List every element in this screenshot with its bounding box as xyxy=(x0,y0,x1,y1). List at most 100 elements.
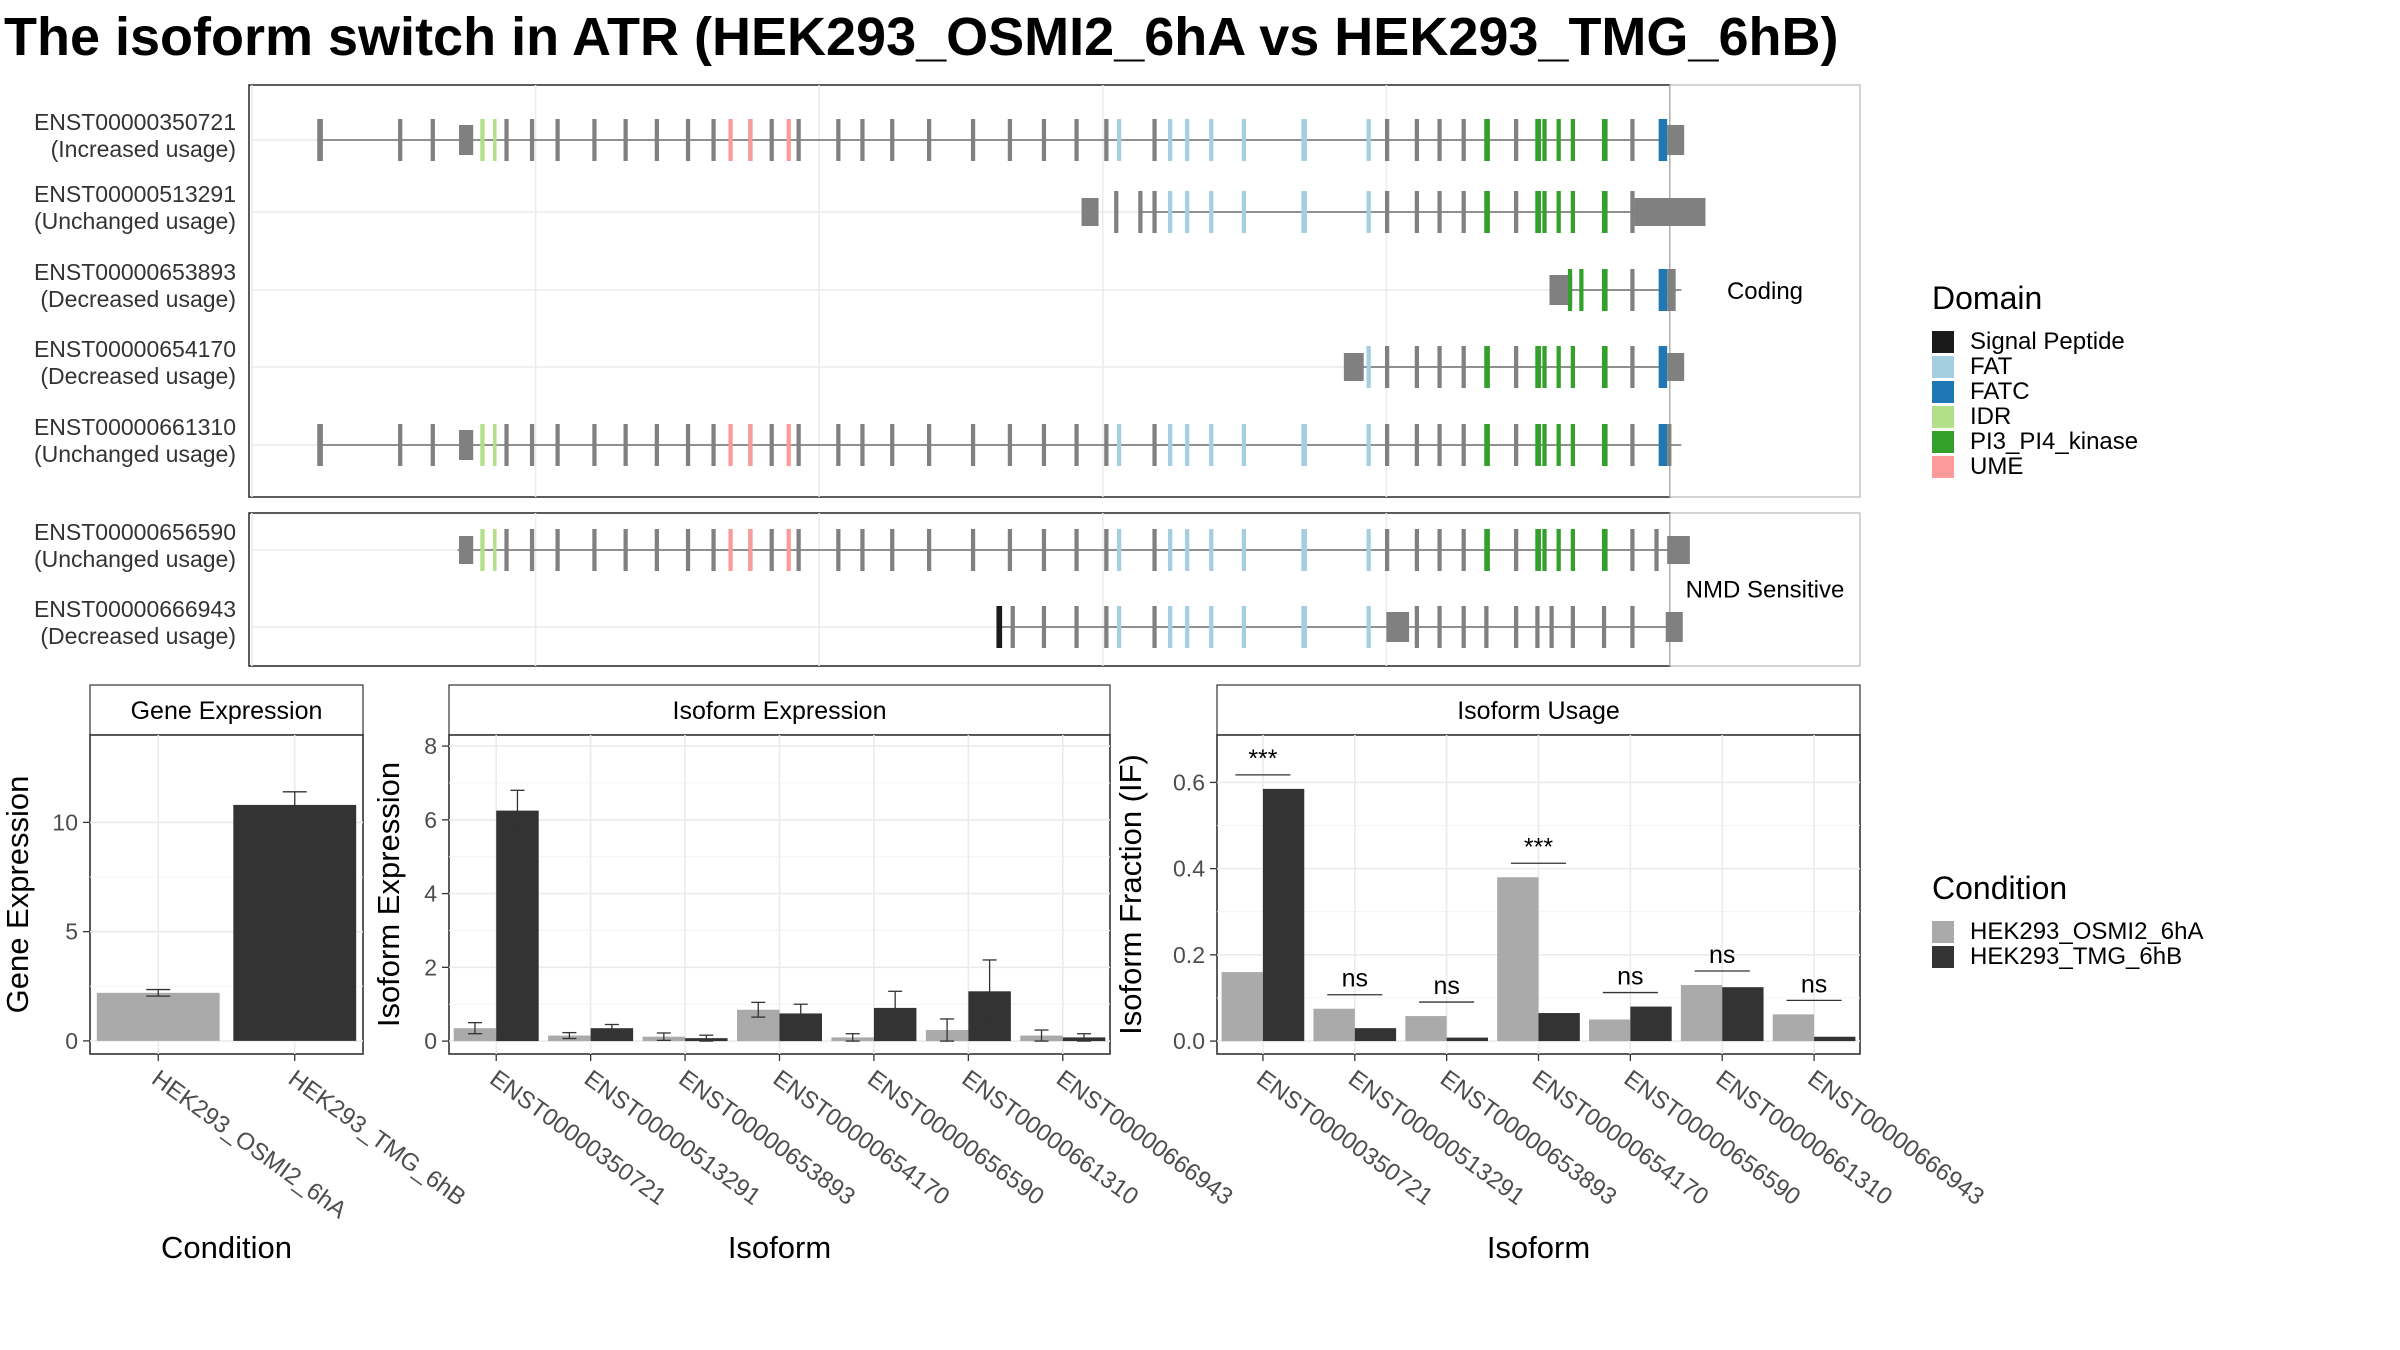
exon-block xyxy=(1414,191,1420,233)
y-tick-label: 8 xyxy=(424,733,437,759)
exon-block xyxy=(1152,191,1157,233)
exon-block xyxy=(1514,191,1519,233)
bar xyxy=(1446,1037,1488,1042)
exon-block xyxy=(926,424,932,466)
exon-block xyxy=(1630,529,1635,571)
exon-block xyxy=(317,424,323,466)
page-title: The isoform switch in ATR (HEK293_OSMI2_… xyxy=(4,7,1839,67)
exon-block xyxy=(1386,612,1410,642)
legend-item-idr: IDR xyxy=(1932,403,2138,430)
legend-label: Signal Peptide xyxy=(1970,327,2125,355)
condition-legend: Condition HEK293_OSMI2_6hA HEK293_TMG_6h… xyxy=(1932,870,2204,970)
domain-block-fatc xyxy=(1658,269,1668,311)
exon-block xyxy=(1514,119,1519,161)
exon-block xyxy=(459,536,474,564)
exon-block xyxy=(1667,424,1672,466)
isoform-id-label: ENST00000656590 xyxy=(34,519,236,545)
bar xyxy=(1772,1014,1815,1042)
exon-block xyxy=(1630,119,1635,161)
structure-panel-nmd-sensitive: NMD Sensitive ENST00000656590(Unchanged u… xyxy=(34,512,1861,667)
exon-block xyxy=(685,119,691,161)
bar xyxy=(1680,985,1723,1042)
y-tick-label: 10 xyxy=(52,809,78,835)
isoform-usage-label: (Unchanged usage) xyxy=(34,208,236,234)
exon-block xyxy=(1414,346,1420,388)
exon-block xyxy=(1414,119,1420,161)
exon-block xyxy=(654,424,659,466)
bar xyxy=(1497,877,1539,1042)
exon-block xyxy=(529,119,535,161)
legend-swatch xyxy=(1932,330,1954,353)
exon-block xyxy=(1667,269,1676,311)
exon-block xyxy=(1461,529,1466,571)
domain-block-pi3-pi4-kinase xyxy=(1535,346,1541,388)
legend-item-pi3-pi4-kinase: PI3_PI4_kinase xyxy=(1932,428,2138,455)
condition-legend-title: Condition xyxy=(1932,870,2068,906)
x-tick-label: ENST00000513291 xyxy=(579,1065,765,1211)
domain-block-ume xyxy=(728,424,733,466)
domain-block-fat xyxy=(1168,424,1173,466)
domain-block-pi3-pi4-kinase xyxy=(1601,529,1608,571)
exon-block xyxy=(1461,191,1466,233)
domain-block-pi3-pi4-kinase xyxy=(1542,424,1547,466)
domain-block-pi3-pi4-kinase xyxy=(1542,119,1547,161)
exon-block xyxy=(1414,529,1420,571)
exon-block xyxy=(654,119,659,161)
exon-block xyxy=(796,424,801,466)
exon-block xyxy=(1437,424,1442,466)
domain-block-fat xyxy=(1366,424,1371,466)
domain-block-fat xyxy=(1185,119,1190,161)
exon-block xyxy=(1343,353,1364,381)
x-tick-label: ENST00000666943 xyxy=(1051,1065,1237,1211)
exon-block xyxy=(1152,529,1157,571)
panel-border xyxy=(248,84,1671,498)
domain-block-pi3-pi4-kinase xyxy=(1579,269,1584,311)
y-tick-label: 0.0 xyxy=(1173,1028,1205,1054)
y-tick-label: 6 xyxy=(424,807,437,833)
domain-block-pi3-pi4-kinase xyxy=(1601,424,1608,466)
exon-block xyxy=(504,529,509,571)
domain-block-fat xyxy=(1168,191,1173,233)
legend-label: HEK293_OSMI2_6hA xyxy=(1970,917,2204,945)
isoform-id-label: ENST00000513291 xyxy=(34,181,236,207)
domain-block-pi3-pi4-kinase xyxy=(1570,424,1575,466)
domain-block-pi3-pi4-kinase xyxy=(1570,119,1575,161)
isoform-row-enst00000513291: ENST00000513291(Unchanged usage) xyxy=(34,181,1706,234)
x-tick-label: ENST00000661310 xyxy=(957,1065,1143,1211)
exon-block xyxy=(796,119,801,161)
exon-block xyxy=(592,424,597,466)
exon-block xyxy=(1152,119,1157,161)
y-axis-title: Gene Expression xyxy=(0,776,35,1014)
domain-block-pi3-pi4-kinase xyxy=(1556,424,1561,466)
exon-block xyxy=(1667,536,1690,564)
exon-block xyxy=(1152,424,1157,466)
exon-block xyxy=(890,119,895,161)
exon-block xyxy=(623,119,628,161)
domain-block-fatc xyxy=(1658,424,1668,466)
domain-block-ume xyxy=(728,529,733,571)
exon-block xyxy=(1138,191,1143,233)
legend-item-fat: FAT xyxy=(1932,353,2138,380)
exon-block xyxy=(1104,529,1109,571)
exon-block xyxy=(1535,606,1540,648)
exon-block xyxy=(711,424,716,466)
y-tick-label: 5 xyxy=(65,919,78,945)
exon-block xyxy=(860,424,865,466)
exon-block xyxy=(1484,606,1489,648)
domain-block-pi3-pi4-kinase xyxy=(1484,191,1490,233)
domain-block-signal-peptide xyxy=(996,606,1003,648)
exon-block xyxy=(1654,529,1659,571)
domain-block-ume xyxy=(748,424,753,466)
domain-block-fat xyxy=(1241,191,1247,233)
exon-block xyxy=(1384,119,1390,161)
exon-block xyxy=(1414,424,1420,466)
isoform-row-enst00000666943: ENST00000666943(Decreased usage) xyxy=(34,596,1683,649)
isoform-row-enst00000661310: ENST00000661310(Unchanged usage) xyxy=(34,414,1682,467)
chart-title: Gene Expression xyxy=(131,697,323,725)
chart-isoform-expression: Isoform Expression02468ENST00000350721EN… xyxy=(371,684,1238,1265)
domain-block-idr xyxy=(480,119,485,161)
legend-label: UME xyxy=(1970,452,2024,480)
domain-block-fatc xyxy=(1658,346,1668,388)
exon-block xyxy=(1007,424,1013,466)
